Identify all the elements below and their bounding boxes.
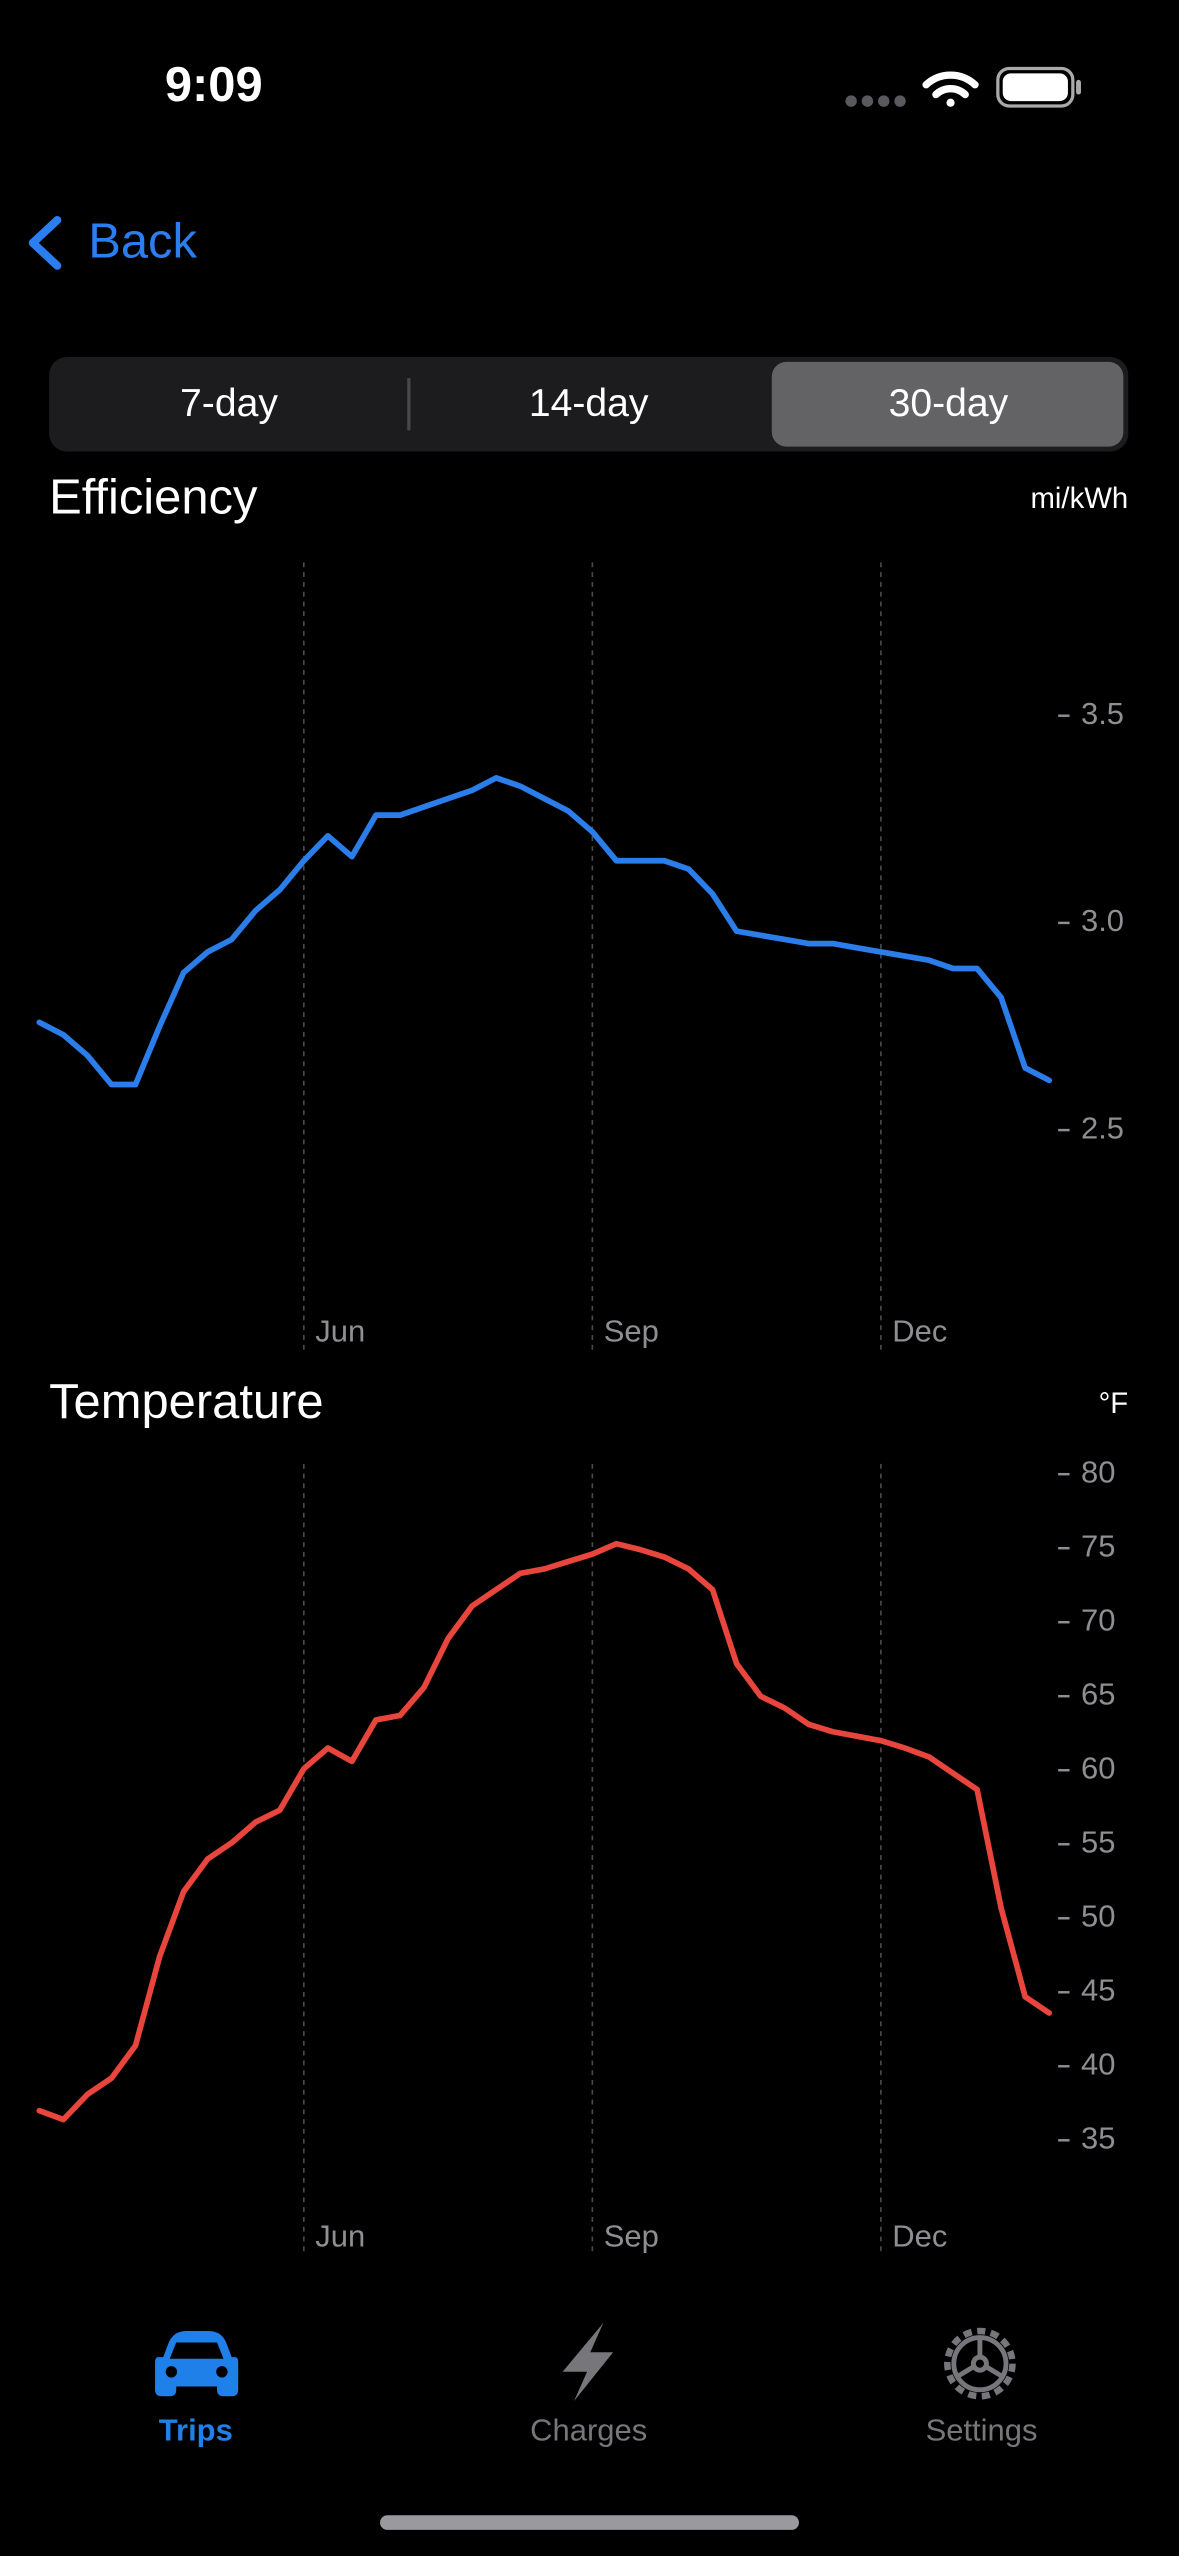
- back-chevron: [28, 215, 62, 270]
- battery-icon: [996, 66, 1081, 108]
- back-label: Back: [88, 214, 197, 268]
- unit-label: °F: [1099, 1387, 1129, 1420]
- gear-icon: [944, 2327, 1016, 2400]
- chart: Temperature °F Jun Sep Dec 35 40 45 50 55 60 65 70 75…: [36, 1375, 1129, 2253]
- home-indicator: [380, 2515, 799, 2530]
- y-tick-label: 35: [1081, 2120, 1115, 2155]
- y-tick-label: 65: [1081, 1676, 1115, 1711]
- x-tick-label: Jun: [315, 2218, 365, 2253]
- x-tick-label: Dec: [892, 1314, 947, 1349]
- y-tick-label: 3.5: [1081, 696, 1124, 731]
- y-tick-label: 55: [1081, 1824, 1115, 1859]
- segment-label[interactable]: 14-day: [529, 382, 649, 425]
- back-button[interactable]: Back: [28, 214, 198, 270]
- car-icon: [155, 2331, 239, 2397]
- x-tick-label: Sep: [604, 1314, 659, 1349]
- y-tick-label: 45: [1081, 1972, 1115, 2007]
- bolt-icon: [562, 2322, 614, 2402]
- tab-label[interactable]: Charges: [530, 2412, 647, 2447]
- segmented-control: 7-day 14-day 30-day: [49, 356, 1129, 452]
- chart-title: Efficiency: [49, 470, 258, 524]
- x-tick-label: Jun: [315, 1314, 365, 1349]
- x-tick-label: Dec: [892, 2218, 947, 2253]
- status-time: 9:09: [165, 58, 263, 112]
- y-tick-label: 60: [1081, 1750, 1115, 1785]
- x-tick-label: Sep: [604, 2218, 659, 2253]
- y-tick-label: 40: [1081, 2046, 1115, 2081]
- data-line: [36, 775, 1053, 1088]
- tab-bar: Trips Charges Settings: [155, 2322, 1038, 2447]
- signal-icon: [845, 95, 906, 107]
- charts: Efficiency mi/kWh Jun Sep Dec 2.5 3.0 3.5 Temper…: [36, 470, 1129, 2253]
- tab-label[interactable]: Trips: [159, 2412, 233, 2447]
- y-tick-label: 2.5: [1081, 1110, 1124, 1145]
- segment-label[interactable]: 7-day: [180, 382, 278, 425]
- unit-label: mi/kWh: [1030, 482, 1128, 515]
- segment-label[interactable]: 30-day: [889, 382, 1009, 425]
- y-tick-label: 75: [1081, 1528, 1115, 1563]
- y-tick-label: 50: [1081, 1898, 1115, 1933]
- y-tick-label: 3.0: [1081, 903, 1124, 938]
- data-line: [36, 1540, 1053, 2123]
- y-tick-label: 80: [1081, 1454, 1115, 1489]
- chart-title: Temperature: [49, 1375, 323, 1429]
- y-tick-label: 70: [1081, 1602, 1115, 1637]
- wifi-icon: [922, 71, 979, 107]
- chart: Efficiency mi/kWh Jun Sep Dec 2.5 3.0 3.5: [36, 470, 1128, 1350]
- tab-label[interactable]: Settings: [926, 2412, 1038, 2447]
- segment-selected: [771, 361, 1124, 447]
